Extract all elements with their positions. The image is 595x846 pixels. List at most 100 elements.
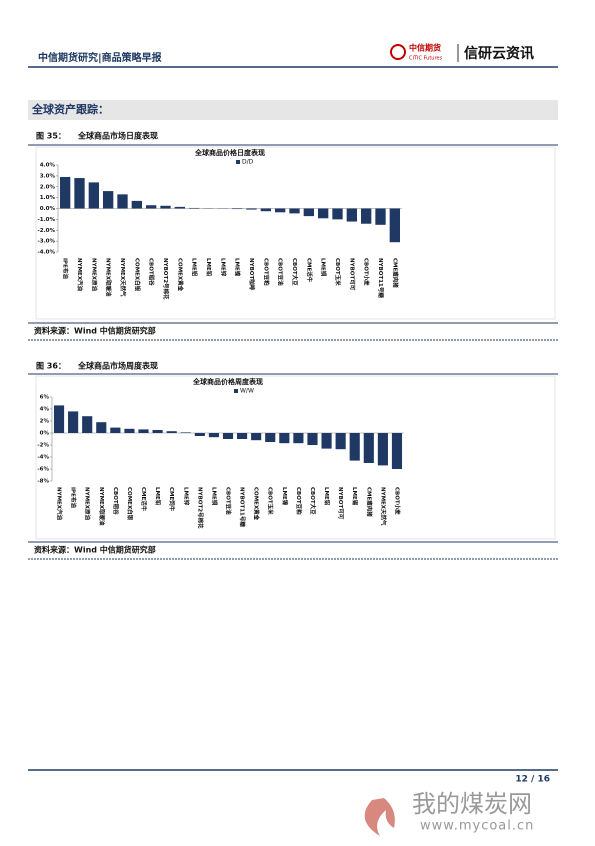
x-tick-label: COMEX白银 — [133, 258, 141, 292]
bar — [392, 433, 402, 469]
y-tick-label: 2% — [40, 419, 50, 425]
logo-sub: CITIC Futures — [409, 56, 442, 62]
bar — [378, 433, 388, 465]
bar — [364, 433, 374, 463]
x-tick-label: COMEX白银 — [126, 487, 134, 521]
bar — [82, 416, 92, 433]
bar — [279, 433, 289, 443]
x-tick-label: CBOT豆油 — [277, 258, 285, 286]
x-tick-label: CME活牛 — [305, 258, 313, 283]
x-tick-label: NYBOT咖啡 — [248, 258, 256, 291]
x-tick-label: CBOT豆油 — [225, 487, 233, 515]
legend-label: D/D — [242, 159, 254, 166]
bar — [350, 433, 360, 461]
bar — [336, 433, 346, 449]
x-tick-label: CBOT大豆 — [291, 258, 299, 286]
bar — [132, 201, 142, 209]
bar — [332, 209, 342, 220]
bar — [189, 208, 199, 209]
bar — [304, 209, 314, 217]
bar — [96, 422, 106, 433]
x-tick-label: CME饲牛 — [168, 487, 176, 512]
x-tick-label: COMEX黄金 — [253, 487, 261, 521]
x-tick-label: NYMEX天然气 — [119, 258, 127, 297]
x-tick-label: CBOT小麦 — [393, 487, 401, 515]
x-tick-label: NYMEX原油 — [84, 487, 92, 521]
bar — [89, 182, 99, 208]
x-tick-label: CBOT豆粕 — [262, 258, 270, 286]
y-tick-label: -4% — [37, 455, 49, 461]
x-tick-label: NYMEX原油 — [90, 258, 98, 292]
x-tick-label: LME镍 — [281, 487, 289, 506]
x-tick-label: LME铝 — [323, 487, 331, 506]
bar — [237, 433, 247, 439]
bar — [153, 430, 163, 433]
bar — [261, 209, 271, 212]
y-tick-label: -2.0% — [37, 228, 55, 234]
bar — [160, 206, 170, 209]
x-tick-label: LME铅 — [205, 258, 213, 277]
figure-caption: 全球商品市场日度表现 — [77, 131, 158, 141]
figure-source: 资料来源：Wind 中信期货研究部 — [34, 326, 156, 336]
chart-title: 全球商品价格日度表现 — [194, 148, 265, 157]
bar — [167, 431, 177, 433]
x-tick-label: NYMEX汽油 — [56, 487, 64, 521]
figure-label: 图 35： — [36, 132, 66, 141]
x-tick-label: COMEX黄金 — [176, 258, 184, 292]
bar — [321, 433, 331, 449]
x-tick-label: NYMEX天然气 — [379, 487, 387, 526]
watermark-name: 我的煤炭网 — [412, 790, 532, 818]
bar — [318, 209, 328, 219]
bar — [307, 433, 317, 445]
bar — [223, 433, 233, 439]
bar — [54, 405, 64, 433]
bar — [361, 209, 371, 224]
bar — [175, 207, 185, 209]
y-tick-label: 2.0% — [40, 184, 56, 190]
header-title: 中信期货研究|商品策略早报 — [38, 51, 162, 64]
bar — [181, 432, 191, 433]
page-number: 12 / 16 — [515, 775, 550, 785]
bar — [209, 433, 219, 437]
x-tick-label: NYMEX汽油 — [76, 258, 84, 292]
x-tick-label: CBOT稻谷 — [148, 258, 156, 286]
bar — [265, 433, 275, 442]
y-tick-label: 6% — [40, 395, 50, 401]
x-tick-label: LME铅 — [154, 487, 162, 506]
y-tick-label: 1.0% — [40, 195, 56, 201]
bar — [347, 209, 357, 222]
x-tick-label: NYMEX取暖油 — [98, 487, 106, 526]
x-tick-label: CBOT豆粕 — [295, 487, 303, 515]
y-tick-label: -8% — [37, 479, 49, 485]
legend-swatch — [234, 389, 238, 393]
bar — [246, 209, 256, 210]
y-tick-label: -4.0% — [37, 250, 55, 256]
bar — [146, 205, 156, 208]
watermark-url: www.mycoal.cn — [420, 819, 534, 834]
y-tick-label: 0% — [40, 431, 50, 437]
x-tick-label: LME锌 — [219, 258, 227, 277]
bar — [251, 433, 261, 440]
y-tick-label: -1.0% — [37, 217, 55, 223]
legend-label: W/W — [240, 388, 254, 395]
bar — [60, 177, 70, 209]
x-tick-label: NYBOT可可 — [337, 487, 344, 520]
bar — [74, 178, 84, 208]
bar — [138, 429, 148, 433]
x-tick-label: CBOT稻谷 — [112, 487, 120, 515]
x-tick-label: NYBOT2号棉花 — [196, 487, 204, 529]
x-tick-label: CME活牛 — [140, 487, 148, 512]
x-tick-label: CBOT玉米 — [267, 487, 275, 515]
x-tick-label: CBOT玉米 — [334, 258, 342, 286]
logo: 中信期货 — [409, 43, 441, 53]
x-tick-label: LME锌 — [182, 487, 190, 506]
brand: 信研云资讯 — [464, 45, 534, 62]
x-tick-label: LME铜 — [210, 487, 218, 506]
bar — [293, 433, 303, 443]
legend-swatch — [236, 160, 240, 164]
figure-caption: 全球商品市场周度表现 — [77, 361, 158, 371]
x-tick-label: CME瘦肉猪 — [365, 487, 373, 517]
x-tick-label: CBOT大豆 — [309, 487, 317, 515]
section-title: 全球资产跟踪： — [31, 102, 109, 116]
x-tick-label: LME铜 — [320, 258, 328, 277]
